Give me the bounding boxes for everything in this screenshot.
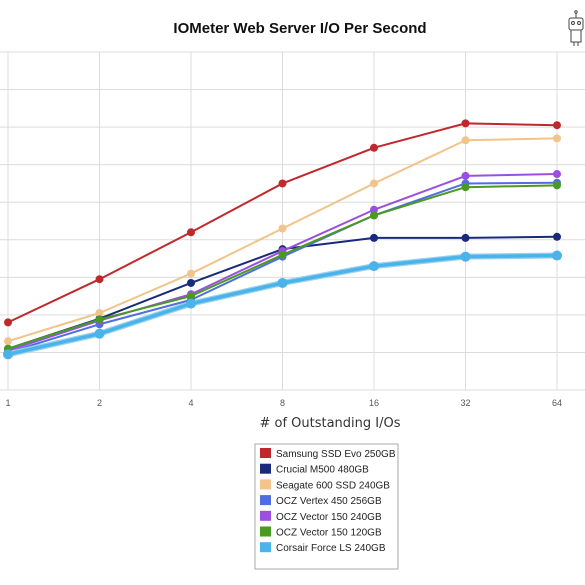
data-point [278,250,287,259]
data-point [94,328,105,339]
legend-swatch [260,526,271,537]
x-tick-label: 16 [369,398,379,408]
data-point [552,250,562,261]
data-point [278,179,287,188]
legend-swatch [260,510,271,521]
data-point [187,292,195,301]
legend-swatch [260,463,271,474]
legend-label: Corsair Force LS 240GB [276,543,386,554]
series-0 [4,119,561,327]
data-point [187,269,195,278]
data-point [95,309,104,318]
data-point [461,119,470,128]
data-point [461,171,470,180]
legend-label: Samsung SSD Evo 250GB [276,449,396,460]
legend-swatch [260,448,271,458]
data-point [277,277,288,288]
x-tick-label: 2 [97,398,102,408]
data-point [370,143,378,152]
x-tick-label: 32 [460,398,470,408]
legend-label: Seagate 600 SSD 240GB [276,480,390,491]
robot-icon [568,10,584,46]
legend: Samsung SSD Evo 250GB Crucial M500 480GB S… [254,443,399,570]
data-point [553,232,561,241]
legend-swatch [260,495,271,506]
legend-label: Crucial M500 480GB [276,465,369,476]
data-point [553,121,561,130]
legend-label: OCZ Vector 150 240GB [276,512,382,523]
data-point [278,224,287,233]
data-point [370,211,378,220]
data-point [461,136,470,145]
data-point [187,278,195,287]
legend-label: OCZ Vector 150 120GB [276,528,382,539]
data-point [370,179,378,188]
x-axis-title: # of Outstanding I/Os [259,416,400,431]
data-point [4,318,12,327]
data-point [4,337,12,346]
series-2 [4,134,561,346]
x-tick-labels: 1 2 4 8 16 32 64 [5,398,562,408]
x-tick-label: 8 [280,398,285,408]
data-point [369,261,379,272]
x-tick-label: 64 [552,398,562,408]
data-point [3,349,13,360]
data-point [553,134,561,143]
data-point [95,315,104,324]
series-lines [3,119,562,360]
data-point [370,233,378,242]
legend-swatch [260,542,271,553]
legend-swatch [260,479,271,490]
data-point [460,251,471,262]
data-point [187,228,195,237]
data-point [186,298,196,309]
data-point [553,181,561,190]
data-point [461,233,470,242]
data-point [461,183,470,192]
data-point [95,275,104,284]
legend-box [254,443,399,570]
data-point [553,170,561,179]
x-tick-label: 4 [188,398,193,408]
data-point [370,205,378,214]
legend-label: OCZ Vertex 450 256GB [276,496,382,507]
x-tick-label: 1 [5,398,10,408]
chart-title: IOMeter Web Server I/O Per Second [173,20,426,37]
series-5 [4,181,561,353]
series-6 [3,250,562,360]
